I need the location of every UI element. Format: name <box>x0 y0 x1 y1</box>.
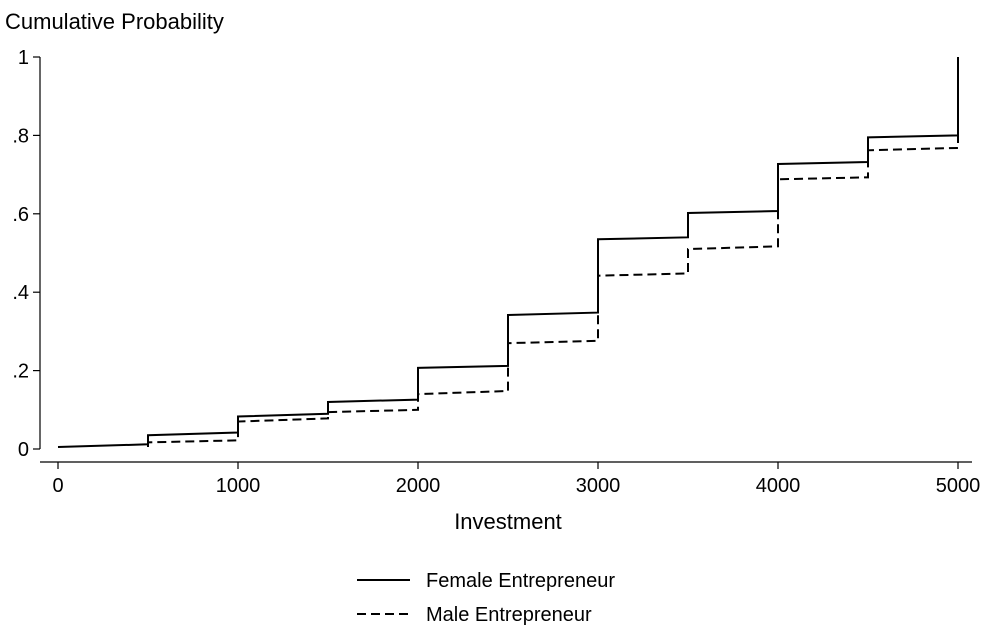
x-tick-label: 1000 <box>216 475 261 497</box>
y-axis: 0 .2 .4 .6 .8 1 <box>12 47 41 461</box>
series-line-male <box>147 57 959 448</box>
x-tick-label: 4000 <box>756 475 801 497</box>
x-tick-label: 2000 <box>396 475 441 497</box>
y-tick-label: 1 <box>18 47 29 69</box>
x-tick-label: 3000 <box>576 475 621 497</box>
x-tick-label: 0 <box>52 475 63 497</box>
series-line-female <box>57 57 959 449</box>
legend-label: Male Entrepreneur <box>426 604 592 626</box>
y-tick-label: .2 <box>12 361 29 383</box>
y-tick-label: .6 <box>12 204 29 226</box>
y-axis-title: Cumulative Probability <box>5 9 224 34</box>
x-tick-label: 5000 <box>936 475 981 497</box>
legend: Female Entrepreneur Male Entrepreneur <box>357 570 615 626</box>
x-axis: 0 1000 2000 3000 4000 5000 <box>40 461 981 497</box>
plot-lines <box>57 57 959 449</box>
y-tick-label: .4 <box>12 282 29 304</box>
y-tick-label: .8 <box>12 125 29 147</box>
legend-label: Female Entrepreneur <box>426 570 615 592</box>
y-tick-label: 0 <box>18 439 29 461</box>
x-axis-title: Investment <box>454 509 562 534</box>
